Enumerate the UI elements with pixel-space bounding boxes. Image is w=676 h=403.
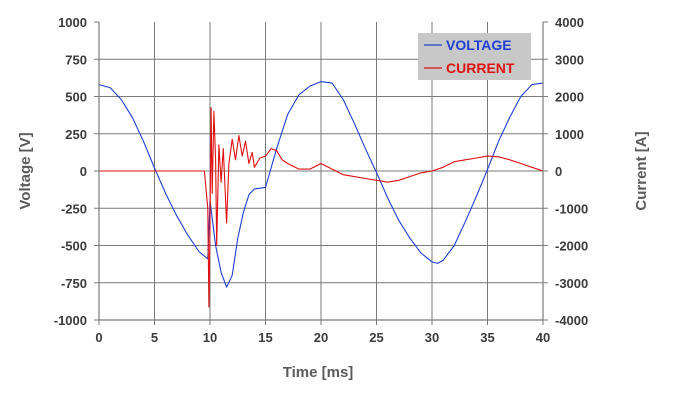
series-line-current (99, 107, 544, 308)
y2-tick-label: 4000 (555, 15, 584, 30)
x-tick-label: 20 (314, 330, 328, 345)
y2-tick-label: -3000 (555, 276, 588, 291)
y2-tick-label: -2000 (555, 239, 588, 254)
y2-tick-label: -1000 (555, 201, 588, 216)
x-tick-label: 10 (203, 330, 217, 345)
x-tick-label: 40 (536, 330, 550, 345)
legend: VOLTAGE CURRENT (418, 33, 531, 80)
y2-tick-label: 1000 (555, 127, 584, 142)
series-line-voltage (98, 81, 544, 288)
legend-voltage-label: VOLTAGE (446, 37, 512, 53)
y-tick-label: 250 (65, 127, 87, 142)
x-axis-title: Time [ms] (283, 364, 354, 381)
y-tick-label: -750 (61, 276, 87, 291)
y-axis-title: Voltage [V] (17, 132, 34, 209)
axes-layer (98, 22, 544, 321)
x-tick-label: 0 (95, 330, 102, 345)
x-tick-label: 35 (480, 330, 494, 345)
y-tick-label: 0 (80, 164, 87, 179)
y2-tick-label: 0 (555, 164, 562, 179)
y-tick-label: 1000 (58, 15, 87, 30)
series-layer (98, 81, 544, 308)
y2-tick-label: -4000 (555, 313, 588, 328)
tick-label-layer: 0 5 10 15 20 25 30 35 40 1000 750 500 250 0 -250 -500 -7… (54, 15, 589, 345)
x-tick-label: 15 (258, 330, 272, 345)
y2-axis-title: Current [A] (633, 131, 650, 210)
y-tick-label: 500 (65, 90, 87, 105)
y2-tick-label: 2000 (555, 90, 584, 105)
x-tick-label: 25 (369, 330, 383, 345)
y-tick-label: 750 (65, 52, 87, 67)
legend-current-label: CURRENT (446, 60, 515, 76)
y-tick-label: -1000 (54, 313, 87, 328)
y2-tick-label: 3000 (555, 52, 584, 67)
legend-box (418, 33, 531, 80)
x-tick-label: 5 (151, 330, 158, 345)
x-tick-label: 30 (425, 330, 439, 345)
y-tick-label: -250 (61, 201, 87, 216)
y-tick-label: -500 (61, 239, 87, 254)
